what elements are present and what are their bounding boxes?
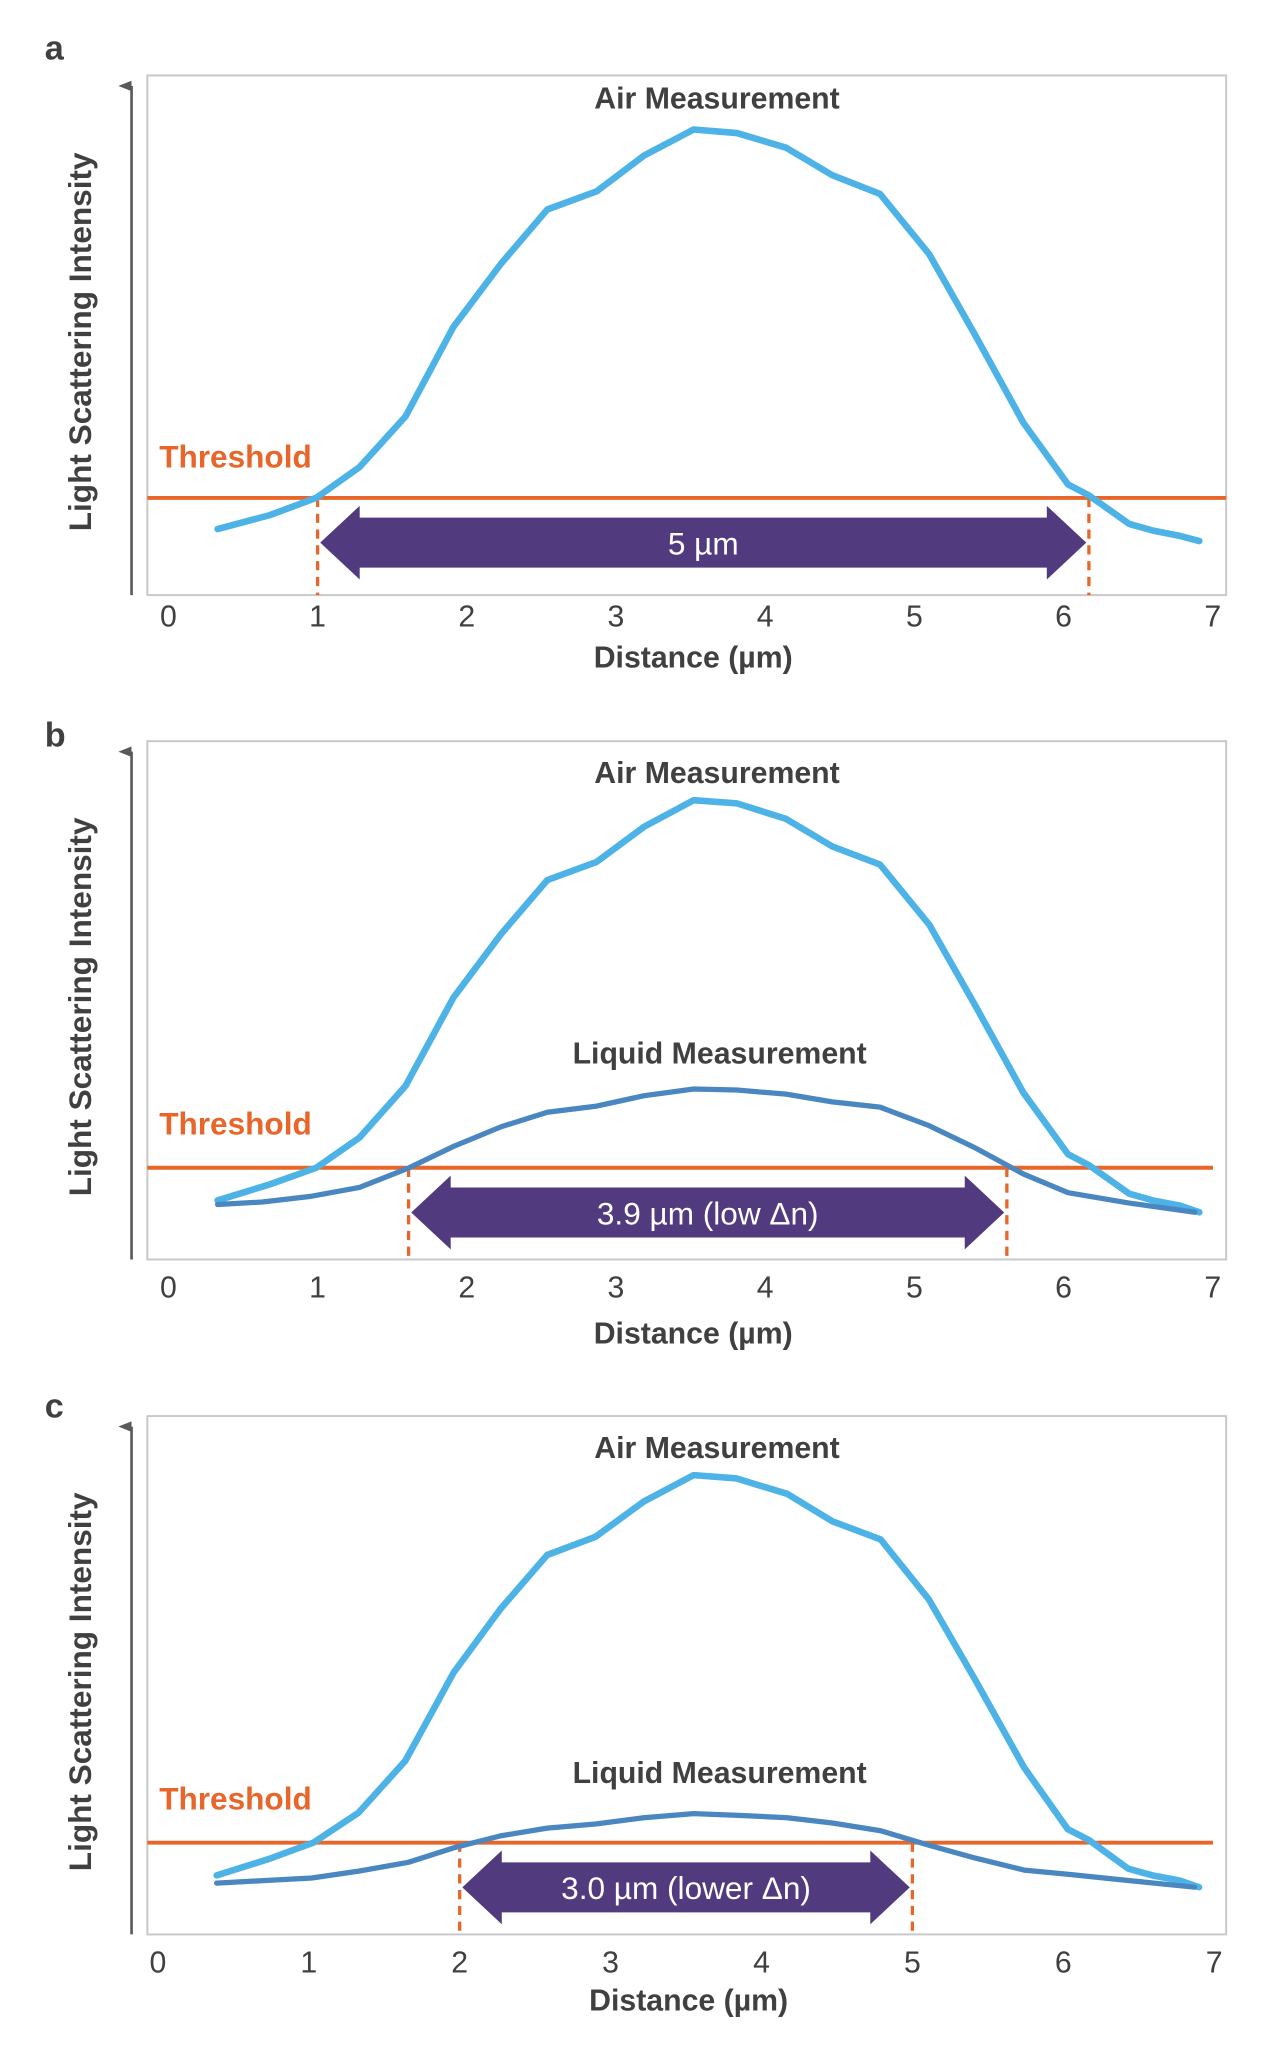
width-arrow xyxy=(411,1175,1005,1250)
x-axis-title: Distance (µm) xyxy=(594,641,793,674)
x-tick-label: 3 xyxy=(602,1947,619,1980)
x-tick-label: 1 xyxy=(300,1947,317,1980)
liquid-measurement-label: Liquid Measurement xyxy=(573,1757,867,1790)
y-axis-title: Light Scattering Intensity xyxy=(62,817,98,1196)
x-tick-label: 7 xyxy=(1204,601,1221,634)
width-arrow-label: 3.9 µm (low Δn) xyxy=(597,1195,819,1231)
width-arrow xyxy=(320,505,1087,580)
x-tick-label: 3 xyxy=(608,1272,625,1305)
panel-label: c xyxy=(45,1387,64,1425)
x-tick-label: 2 xyxy=(451,1947,468,1980)
liquid-measurement-line xyxy=(214,1811,1198,1890)
air-measurement-line xyxy=(213,1471,1203,1891)
plot-frame xyxy=(146,740,1228,1261)
x-tick-label: 2 xyxy=(458,1272,475,1305)
panel-a: a Light Scattering Intensity 0 1 2 3 4 5 6 7 Dista… xyxy=(45,30,1228,674)
air-measurement-label: Air Measurement xyxy=(594,82,839,115)
x-tick-label: 5 xyxy=(906,601,923,634)
x-tick-label: 4 xyxy=(757,1272,774,1305)
liquid-measurement-label: Liquid Measurement xyxy=(573,1037,867,1070)
x-tick-label: 7 xyxy=(1206,1947,1223,1980)
air-measurement-label: Air Measurement xyxy=(594,757,839,790)
y-axis-title: Light Scattering Intensity xyxy=(62,1492,98,1871)
x-tick-label: 3 xyxy=(608,601,625,634)
x-tick-label: 4 xyxy=(753,1947,770,1980)
x-axis-title: Distance (µm) xyxy=(594,1318,793,1351)
plot-frame xyxy=(146,74,1228,597)
x-tick-label: 1 xyxy=(309,1272,326,1305)
x-tick-label: 5 xyxy=(904,1947,921,1980)
x-tick-label: 7 xyxy=(1204,1272,1221,1305)
liquid-measurement-line xyxy=(214,1086,1198,1215)
x-tick-label: 0 xyxy=(160,601,177,634)
width-arrow xyxy=(462,1850,910,1925)
threshold-label: Threshold xyxy=(159,438,312,474)
threshold-label: Threshold xyxy=(159,1106,312,1142)
air-measurement-line xyxy=(214,126,1203,545)
x-tick-label: 6 xyxy=(1055,1272,1072,1305)
x-tick-label: 2 xyxy=(458,601,475,634)
x-tick-label: 4 xyxy=(757,601,774,634)
panel-c: c Light Scattering Intensity 0 1 2 3 4 5 6 7 Dista… xyxy=(45,1387,1228,2018)
air-measurement-line xyxy=(214,796,1203,1216)
panel-label: a xyxy=(45,30,65,68)
x-tick-label: 0 xyxy=(160,1272,177,1305)
y-axis-title: Light Scattering Intensity xyxy=(62,152,98,531)
width-arrow-label: 5 µm xyxy=(668,525,739,561)
threshold-label: Threshold xyxy=(159,1780,312,1816)
panel-label: b xyxy=(45,716,66,754)
x-tick-label: 6 xyxy=(1055,601,1072,634)
width-arrow-label: 3.0 µm (lower Δn) xyxy=(561,1870,811,1906)
x-tick-label: 1 xyxy=(309,601,326,634)
panel-b: b Light Scattering Intensity 0 1 2 3 4 5 6 7 Dista… xyxy=(45,716,1228,1351)
x-tick-label: 0 xyxy=(149,1947,166,1980)
air-measurement-label: Air Measurement xyxy=(594,1432,839,1465)
x-tick-label: 6 xyxy=(1055,1947,1072,1980)
x-axis-title: Distance (µm) xyxy=(589,1985,788,2018)
plot-frame xyxy=(146,1415,1228,1936)
x-tick-label: 5 xyxy=(906,1272,923,1305)
